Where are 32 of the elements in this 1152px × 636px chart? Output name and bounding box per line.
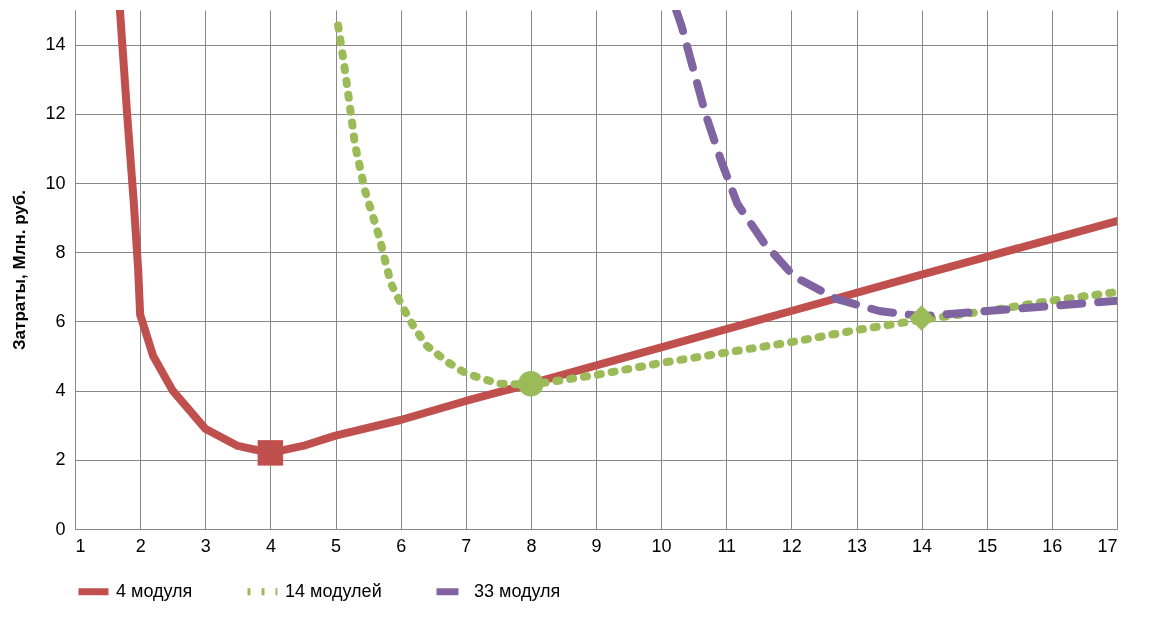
x-tick-label: 6 xyxy=(396,535,407,556)
legend-label: 33 модуля xyxy=(474,580,561,601)
x-tick-label: 8 xyxy=(526,535,537,556)
x-tick-label: 13 xyxy=(846,535,868,556)
x-tick-label: 11 xyxy=(717,535,737,556)
y-tick-label: 12 xyxy=(45,103,66,124)
y-tick-label: 4 xyxy=(55,380,66,401)
y-tick-label: 6 xyxy=(55,310,66,331)
x-tick-label: 10 xyxy=(651,535,672,556)
y-tick-label: 14 xyxy=(45,34,66,55)
x-tick-label: 7 xyxy=(461,535,472,556)
legend-label: 14 модулей xyxy=(285,580,382,601)
point xyxy=(257,440,284,466)
y-tick-label: 10 xyxy=(45,172,66,193)
point xyxy=(908,305,935,331)
x-tick-label: 16 xyxy=(1042,535,1063,556)
x-tick-label: 2 xyxy=(135,535,146,556)
x-tick-label: 15 xyxy=(977,535,998,556)
x-tick-label: 9 xyxy=(591,535,602,556)
x-tick-label: 3 xyxy=(200,535,211,556)
y-tick-label: 8 xyxy=(55,241,66,262)
x-tick-label: 17 xyxy=(1097,535,1118,556)
y-tick-label: 2 xyxy=(55,449,66,470)
x-tick-label: 12 xyxy=(781,535,802,556)
x-tick-label: 4 xyxy=(265,535,276,556)
y-tick-label: 0 xyxy=(55,518,66,539)
point xyxy=(518,370,544,397)
x-tick-label: 14 xyxy=(912,535,933,556)
legend-label: 4 модуля xyxy=(116,580,193,601)
x-tick-label: 5 xyxy=(330,535,342,556)
y-axis-title: Затраты, Млн. руб. xyxy=(10,189,30,351)
x-tick-label: 1 xyxy=(75,535,86,556)
